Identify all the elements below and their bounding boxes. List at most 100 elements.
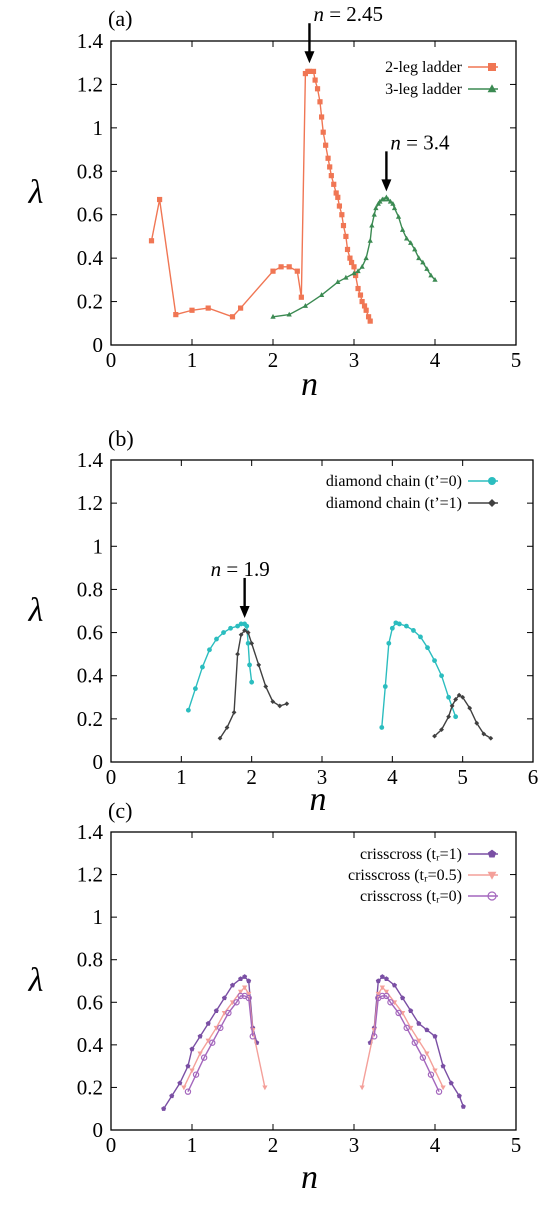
- y-tick-label: 0: [93, 333, 104, 357]
- data-point: [425, 645, 430, 651]
- data-point: [343, 233, 349, 240]
- data-point: [185, 707, 191, 713]
- data-point: [193, 686, 198, 692]
- legend-label: crisscross (tᵣ=0.5): [348, 867, 462, 884]
- data-point: [231, 709, 237, 715]
- data-point: [221, 995, 227, 1001]
- data-point: [333, 190, 339, 196]
- data-point: [339, 212, 345, 218]
- data-point: [246, 978, 252, 984]
- data-point: [235, 623, 241, 629]
- x-axis-label: n: [310, 781, 327, 818]
- data-point: [200, 1054, 208, 1061]
- data-point: [367, 318, 373, 324]
- data-point: [390, 200, 396, 206]
- data-point: [278, 264, 284, 270]
- x-tick-label: 1: [176, 765, 187, 789]
- y-tick-label: 1.2: [77, 72, 103, 96]
- x-axis-label: n: [301, 366, 318, 403]
- data-point: [189, 1068, 195, 1074]
- data-point: [361, 303, 368, 309]
- panel-label: (a): [108, 6, 132, 31]
- data-point: [424, 1051, 430, 1057]
- data-point: [184, 1088, 192, 1095]
- data-point: [446, 694, 451, 700]
- annotation-label: n = 2.45: [313, 2, 383, 26]
- data-point: [238, 305, 244, 311]
- series-line: [187, 623, 253, 711]
- data-point: [245, 994, 252, 1002]
- data-point: [418, 634, 423, 640]
- data-point: [238, 632, 244, 638]
- data-point: [229, 314, 236, 320]
- x-tick-label: 3: [349, 348, 360, 372]
- data-point: [335, 279, 341, 284]
- data-point: [367, 237, 373, 243]
- panel-2: 0 1 2 3 4 5 6 0 0.2 0.4 0.6 0.8 1 1.2 1.4 n λ (b) diamond …: [28, 426, 539, 818]
- data-point: [205, 305, 211, 311]
- data-point: [327, 164, 333, 170]
- data-point: [439, 727, 444, 733]
- data-point: [446, 714, 451, 720]
- data-point: [228, 625, 233, 631]
- data-point: [197, 1033, 203, 1039]
- annotation-label: n = 3.4: [390, 130, 450, 154]
- y-tick-label: 0.2: [77, 707, 103, 731]
- data-point: [375, 978, 381, 984]
- y-tick-label: 0.4: [77, 246, 104, 270]
- data-point: [363, 255, 369, 261]
- data-point: [331, 181, 337, 187]
- data-point: [270, 313, 276, 319]
- y-axis-label: λ: [28, 592, 44, 629]
- annotation-label: n = 1.9: [211, 557, 270, 581]
- data-point: [363, 307, 369, 313]
- data-point: [440, 1085, 446, 1091]
- data-point: [391, 982, 398, 988]
- data-point: [348, 259, 355, 266]
- data-point: [286, 264, 292, 270]
- data-point: [242, 974, 248, 979]
- data-point: [189, 1046, 195, 1052]
- legend-marker: [488, 63, 496, 71]
- data-point: [432, 1068, 438, 1074]
- series-2: [217, 628, 494, 741]
- data-point: [412, 246, 418, 252]
- panel-3: 0 1 2 3 4 5 0 0.2 0.4 0.6 0.8 1 1.2 1.4 n λ (c) crisscros…: [28, 798, 522, 1196]
- data-point: [185, 1063, 191, 1069]
- y-tick-label: 1: [93, 905, 104, 929]
- data-point: [373, 205, 379, 211]
- annotation-arrow-head: [239, 605, 250, 618]
- x-tick-label: 2: [268, 348, 279, 372]
- annotation: n = 1.9: [211, 557, 270, 618]
- y-tick-label: 0.4: [77, 664, 104, 688]
- data-point: [488, 735, 494, 741]
- data-point: [217, 735, 223, 741]
- data-point: [432, 658, 437, 664]
- y-axis-label: λ: [28, 962, 44, 999]
- data-point: [408, 240, 414, 245]
- y-tick-label: 0.4: [77, 1033, 104, 1057]
- data-point: [379, 992, 386, 1000]
- data-point: [263, 684, 269, 689]
- data-point: [344, 246, 351, 253]
- legend-label: diamond chain (t’=1): [326, 495, 462, 512]
- data-point: [286, 311, 292, 317]
- data-point: [456, 1093, 462, 1099]
- data-point: [277, 703, 283, 709]
- y-tick-label: 1.2: [77, 491, 103, 515]
- series-2: [270, 194, 438, 319]
- data-point: [233, 999, 240, 1006]
- data-point: [294, 268, 300, 274]
- y-tick-label: 0: [93, 750, 104, 774]
- data-point: [319, 114, 325, 120]
- data-point: [181, 1085, 187, 1091]
- data-point: [432, 276, 438, 282]
- data-point: [247, 662, 252, 668]
- data-point: [371, 1033, 378, 1040]
- series-line: [434, 694, 492, 739]
- panel-label: (c): [108, 798, 132, 823]
- y-tick-label: 1.4: [77, 448, 104, 472]
- series-line: [381, 622, 457, 728]
- data-point: [419, 1054, 427, 1061]
- data-point: [238, 621, 244, 627]
